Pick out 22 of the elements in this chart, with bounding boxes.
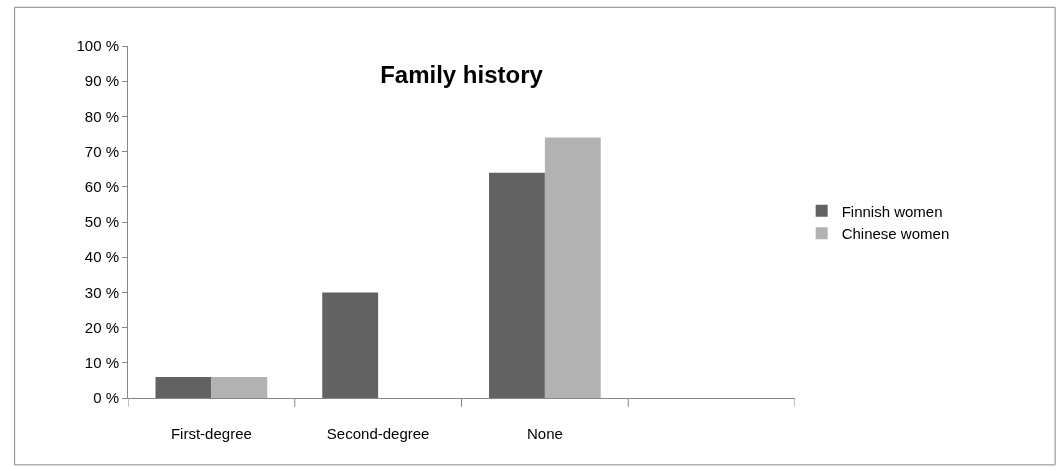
x-tick-label: Second-degree <box>326 425 430 442</box>
y-tick-label: 100 % <box>76 37 119 55</box>
text: Family history <box>380 60 544 88</box>
bar <box>489 172 545 398</box>
y-tick-label: 40 % <box>84 248 119 266</box>
y-tick-label: 70 % <box>84 142 119 160</box>
bar <box>155 376 212 398</box>
bar <box>211 376 268 398</box>
y-tick-label: 80 % <box>84 107 119 125</box>
y-tick-label: 90 % <box>84 72 119 90</box>
bar <box>544 137 601 398</box>
y-tick-label: 20 % <box>84 318 119 336</box>
bar <box>322 292 379 398</box>
y-tick-label: 0 % <box>93 389 119 407</box>
x-tick-label: First-degree <box>170 425 252 442</box>
legend-label: Chinese women <box>841 225 950 243</box>
legend-label: Finnish women <box>841 202 943 220</box>
y-tick-label: 10 % <box>84 354 119 372</box>
y-tick-label: 30 % <box>84 283 119 301</box>
y-tick-label: 60 % <box>84 178 119 196</box>
y-tick-label: 50 % <box>84 213 119 231</box>
x-tick-label: None <box>526 425 563 442</box>
